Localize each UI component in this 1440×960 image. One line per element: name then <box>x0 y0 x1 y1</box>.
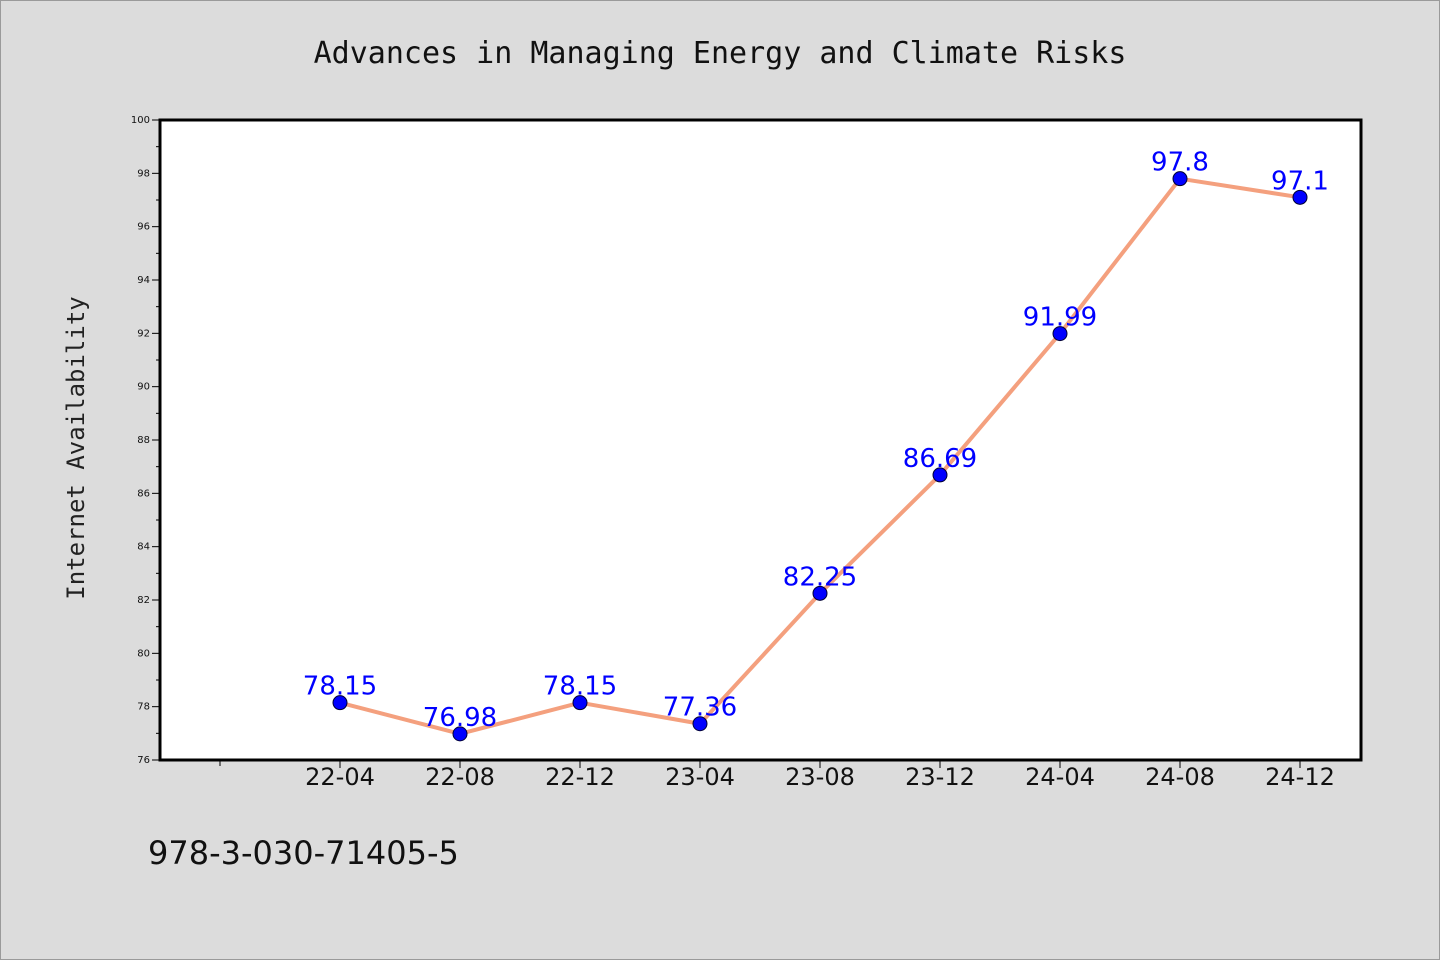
x-tick-label: 22-08 <box>425 763 495 791</box>
data-label: 82.25 <box>783 562 857 592</box>
data-point <box>1172 171 1188 187</box>
x-tick-label: 23-12 <box>905 763 975 791</box>
data-point <box>452 726 468 742</box>
x-axis: 22-04 22-08 22-12 23-04 23-08 23-12 24-04 24-08… <box>219 760 1335 791</box>
y-tick-label: 92 <box>137 328 150 339</box>
y-tick-label: 82 <box>137 595 150 606</box>
y-tick-label: 78 <box>137 702 150 713</box>
data-label: 97.1 <box>1271 166 1329 196</box>
x-tick-label: 22-04 <box>305 763 375 791</box>
x-tick-label: 23-04 <box>665 763 735 791</box>
footer-isbn: 978-3-030-71405-5 <box>148 834 459 872</box>
y-axis: 76 78 80 82 84 86 88 90 92 94 96 98 100 <box>131 115 160 766</box>
data-point <box>332 695 348 711</box>
data-point <box>932 467 948 483</box>
x-tick-label: 24-04 <box>1025 763 1095 791</box>
x-tick-label: 24-08 <box>1145 763 1215 791</box>
data-label: 86.69 <box>903 444 977 474</box>
data-point <box>692 716 708 732</box>
series-markers <box>332 171 1308 742</box>
data-label: 78.15 <box>303 672 377 702</box>
data-point <box>812 585 828 601</box>
y-tick-label: 96 <box>137 222 150 233</box>
y-tick-label: 88 <box>137 435 150 446</box>
y-tick-label: 80 <box>137 648 150 659</box>
data-point <box>1292 189 1308 205</box>
y-tick-label: 86 <box>137 488 150 499</box>
y-tick-label: 84 <box>137 542 150 553</box>
x-tick-label: 22-12 <box>545 763 615 791</box>
x-tick-label: 23-08 <box>785 763 855 791</box>
data-label: 76.98 <box>423 703 497 733</box>
data-label: 77.36 <box>663 693 737 723</box>
y-tick-label: 90 <box>137 382 150 393</box>
x-tick-label: 24-12 <box>1265 763 1335 791</box>
y-axis-label: Internet Availability <box>62 296 90 599</box>
y-tick-label: 100 <box>131 115 150 126</box>
plot-area <box>158 118 1363 762</box>
data-label: 97.8 <box>1151 148 1209 178</box>
data-label: 91.99 <box>1023 303 1097 333</box>
y-tick-label: 98 <box>137 168 150 179</box>
data-label: 78.15 <box>543 672 617 702</box>
data-labels: 78.15 76.98 78.15 77.36 82.25 86.69 91.99 97.8 9… <box>303 148 1329 733</box>
data-point <box>1052 326 1068 342</box>
data-point <box>572 695 588 711</box>
y-tick-label: 76 <box>137 755 150 766</box>
y-tick-label: 94 <box>137 275 150 286</box>
chart-title: Advances in Managing Energy and Climate … <box>314 36 1127 71</box>
